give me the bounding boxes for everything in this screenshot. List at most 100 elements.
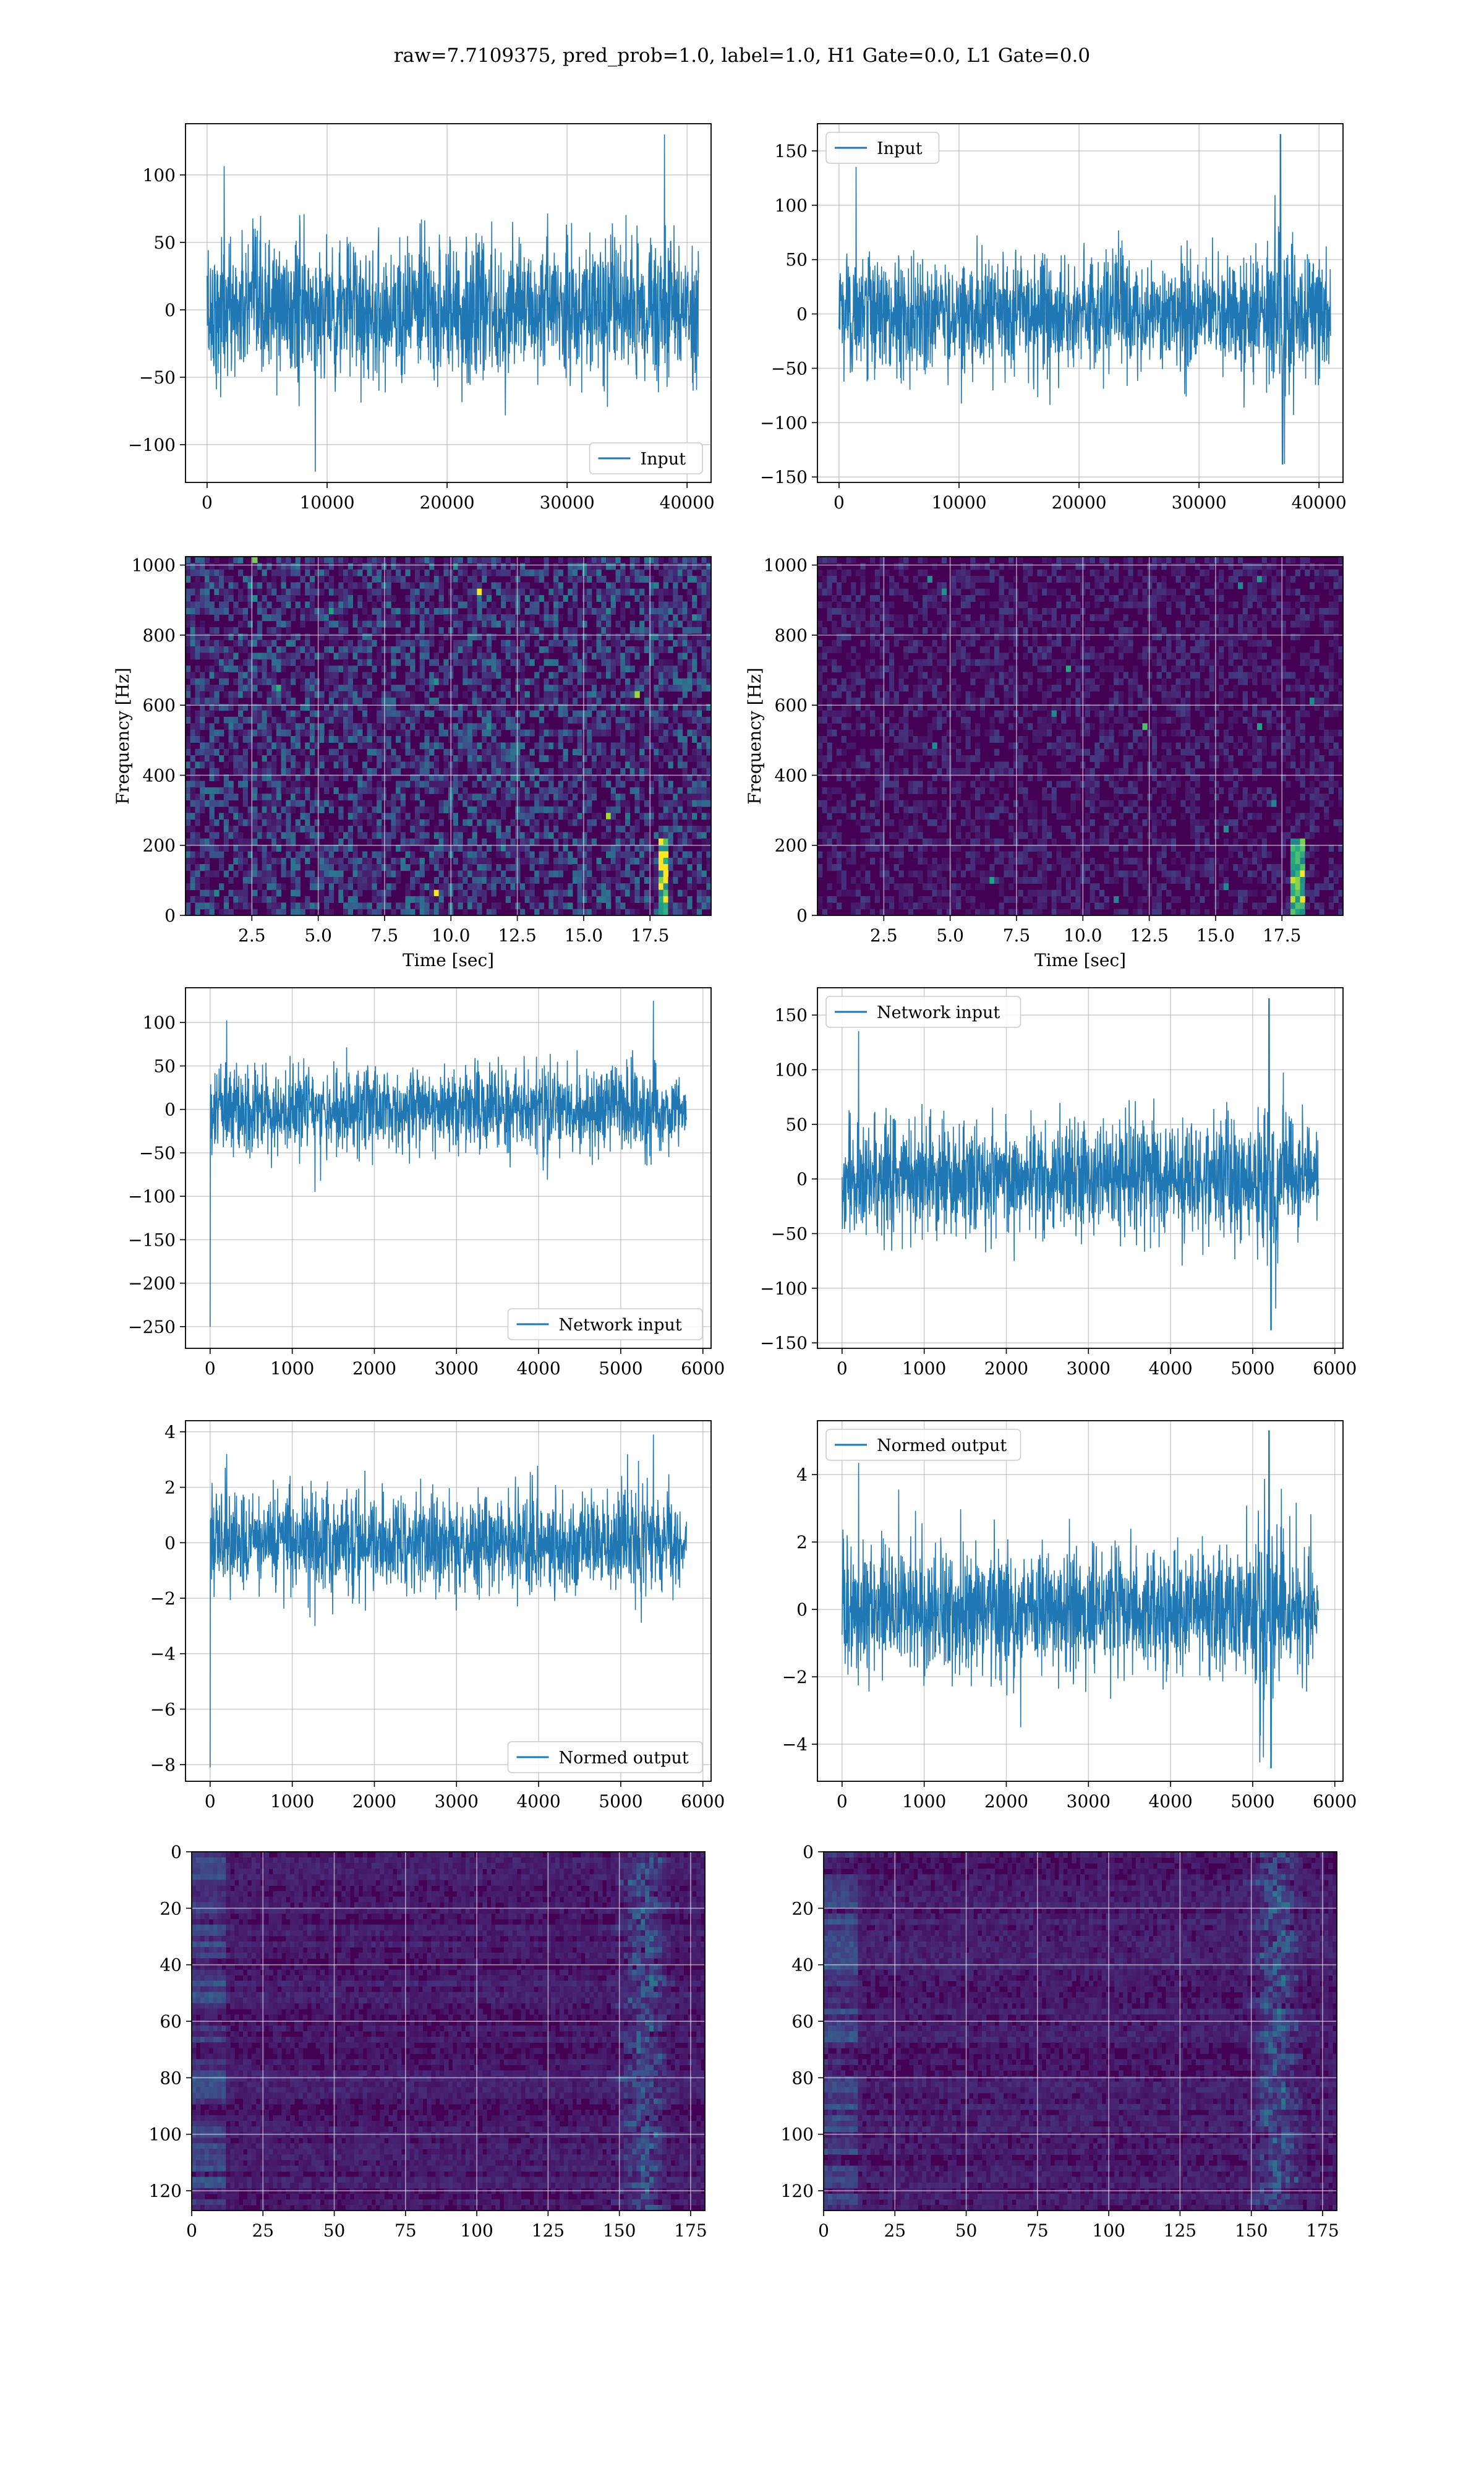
heatmap-cell xyxy=(396,857,401,865)
heatmap-cell xyxy=(572,633,578,641)
heatmap-cell xyxy=(305,742,310,750)
heatmap-cell xyxy=(827,659,832,666)
heatmap-cell xyxy=(644,832,650,839)
heatmap-cell xyxy=(582,768,587,775)
heatmap-cell xyxy=(453,787,458,794)
heatmap-cell xyxy=(257,710,263,717)
heatmap-cell xyxy=(276,742,282,750)
heatmap-cell xyxy=(644,666,650,673)
heatmap-cell xyxy=(190,870,195,878)
heatmap-cell xyxy=(463,909,468,916)
heatmap-cell xyxy=(200,582,205,589)
heatmap-cell xyxy=(668,889,673,897)
heatmap-cell xyxy=(324,845,330,852)
heatmap-cell xyxy=(615,883,621,891)
heatmap-cell xyxy=(472,569,477,576)
heatmap-cell xyxy=(553,742,559,750)
heatmap-cell xyxy=(357,659,363,666)
heatmap-cell xyxy=(281,909,286,916)
heatmap-cell xyxy=(209,627,215,634)
heatmap-cell xyxy=(247,653,253,660)
heatmap-cell xyxy=(396,563,401,570)
heatmap-cell xyxy=(281,857,286,865)
heatmap-cell xyxy=(989,614,995,622)
heatmap-cell xyxy=(1219,588,1224,596)
heatmap-cell xyxy=(634,806,640,813)
heatmap-cell xyxy=(1256,620,1263,628)
heatmap-cell xyxy=(687,876,693,884)
heatmap-cell xyxy=(1142,659,1148,666)
heatmap-cell xyxy=(472,627,477,634)
heatmap-cell xyxy=(701,557,707,563)
heatmap-cell xyxy=(291,678,296,685)
heatmap-cell xyxy=(200,620,205,628)
heatmap-cell xyxy=(501,742,506,750)
heatmap-cell xyxy=(348,813,353,820)
heatmap-cell xyxy=(223,748,229,756)
heatmap-cell xyxy=(879,646,885,653)
heatmap-cell xyxy=(1333,601,1339,609)
heatmap-cell xyxy=(1200,659,1205,666)
heatmap-cell xyxy=(276,774,282,782)
heatmap-cell xyxy=(639,736,645,743)
heatmap-cell xyxy=(343,761,349,769)
heatmap-cell xyxy=(267,819,272,826)
heatmap-cell xyxy=(338,857,344,865)
heatmap-cell xyxy=(1238,653,1243,660)
heatmap-cell xyxy=(1128,563,1133,570)
heatmap-cell xyxy=(1046,576,1052,583)
heatmap-cell xyxy=(247,774,253,782)
heatmap-cell xyxy=(377,781,382,788)
heatmap-cell xyxy=(1261,557,1267,563)
heatmap-cell xyxy=(1142,646,1148,653)
heatmap-cell xyxy=(1252,659,1258,666)
heatmap-cell xyxy=(362,876,368,884)
heatmap-cell xyxy=(186,864,191,871)
heatmap-cell xyxy=(195,870,200,878)
heatmap-cell xyxy=(1042,620,1047,628)
heatmap-cell xyxy=(544,787,549,794)
heatmap-cell xyxy=(238,902,244,910)
heatmap-cell xyxy=(281,653,286,660)
heatmap-cell xyxy=(979,563,985,570)
heatmap-cell xyxy=(606,672,612,679)
heatmap-cell xyxy=(190,620,195,628)
heatmap-cell xyxy=(529,889,535,897)
heatmap-cell xyxy=(338,889,344,897)
heatmap-cell xyxy=(649,653,654,660)
heatmap-cell xyxy=(1247,627,1253,634)
heatmap-cell xyxy=(663,729,668,737)
heatmap-cell xyxy=(367,838,372,845)
heatmap-cell xyxy=(505,614,511,622)
heatmap-cell xyxy=(405,633,411,641)
heatmap-cell xyxy=(510,614,516,622)
heatmap-cell xyxy=(587,857,592,865)
heatmap-cell xyxy=(276,800,282,807)
heatmap-cell xyxy=(200,710,205,717)
heatmap-cell xyxy=(477,794,482,801)
heatmap-cell xyxy=(281,883,286,891)
heatmap-cell xyxy=(367,569,372,576)
heatmap-cell xyxy=(519,601,526,609)
heatmap-cell xyxy=(654,716,659,724)
heatmap-cell xyxy=(233,813,239,820)
heatmap-cell xyxy=(267,653,272,660)
heatmap-cell xyxy=(696,787,702,794)
heatmap-cell xyxy=(1161,666,1167,673)
heatmap-cell xyxy=(305,646,310,653)
heatmap-cell xyxy=(1161,627,1167,634)
heatmap-cell xyxy=(1065,627,1072,634)
heatmap-cell xyxy=(505,710,511,717)
heatmap-cell xyxy=(577,768,582,775)
heatmap-cell xyxy=(472,576,477,583)
y-tick-label: 200 xyxy=(143,836,176,856)
heatmap-cell xyxy=(352,864,358,871)
heatmap-cell xyxy=(486,710,492,717)
heatmap-cell xyxy=(649,781,654,788)
heatmap-cell xyxy=(477,864,482,871)
heatmap-cell xyxy=(654,672,659,679)
heatmap-cell xyxy=(386,845,391,852)
heatmap-cell xyxy=(1032,582,1038,589)
heatmap-cell xyxy=(377,896,382,903)
heatmap-cell xyxy=(377,832,382,839)
